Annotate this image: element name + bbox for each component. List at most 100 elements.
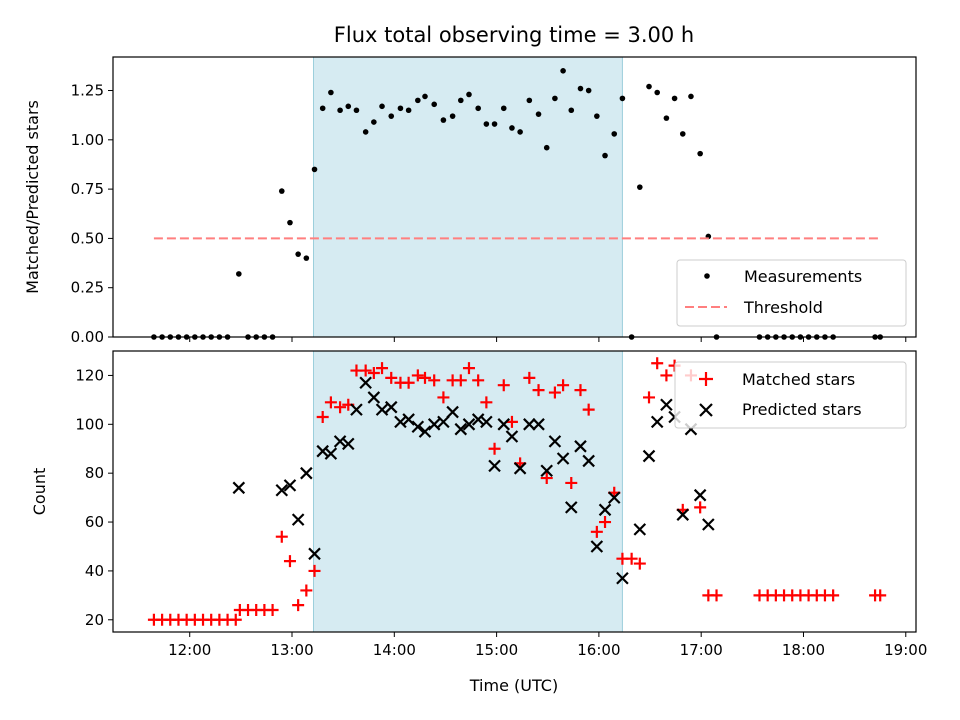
y-tick-label: 20 [85, 611, 104, 629]
measurements-point [671, 95, 678, 102]
predicted-stars-point [232, 481, 246, 495]
measurements-point [431, 101, 438, 108]
measurements-point [646, 83, 652, 90]
matched-stars-point [411, 369, 424, 382]
measurements-point [500, 105, 507, 112]
measurements-point [535, 111, 542, 117]
measurements-point [594, 113, 600, 119]
matched-stars-point [540, 472, 553, 485]
y-tick-label: 0.00 [71, 328, 104, 346]
matched-stars-point [651, 357, 664, 370]
matched-stars-point [582, 403, 595, 416]
count-panel: 20 40 60 80 100 120 12:00 13:00 14:00 15:00 16:00… [30, 350, 927, 695]
matched-stars-point [643, 391, 656, 404]
measurements-point [397, 105, 404, 112]
matched-stars-point [488, 442, 501, 455]
matched-stars-point [437, 391, 450, 404]
measurements-point [319, 105, 326, 112]
predicted-stars-point [564, 501, 578, 514]
predicted-stars-point [384, 400, 398, 414]
matched-stars-point [557, 379, 570, 392]
measurements-point [509, 125, 515, 131]
chart-title: Flux total observing time = 3.00 h [334, 23, 694, 47]
matched-stars-point [324, 396, 337, 409]
matched-stars-point [359, 364, 372, 377]
predicted-stars-point [497, 418, 511, 431]
predicted-stars-point [548, 435, 562, 448]
predicted-stars-point [676, 508, 690, 521]
predicted-stars-point [308, 547, 321, 561]
matched-stars-point [229, 613, 242, 626]
predicted-stars-point [275, 484, 289, 497]
matched-stars-legend-marker [699, 372, 713, 386]
count-y-ticks: 20 40 60 80 100 120 [75, 366, 113, 629]
measurements-point [517, 129, 523, 135]
x-tick-label: 14:00 [373, 641, 416, 659]
predicted-stars-point [616, 571, 629, 585]
matched-stars-point [599, 516, 612, 529]
measurements-point [337, 107, 343, 114]
measurements-point [475, 105, 481, 112]
predicted-stars-point [642, 449, 656, 463]
predicted-stars-point [316, 444, 329, 458]
predicted-stars-point [598, 503, 612, 517]
measurements-point [611, 131, 618, 137]
predicted-stars-point [480, 415, 493, 429]
predicted-stars-point [367, 391, 381, 404]
measurements-point [543, 144, 550, 151]
predicted-stars-point [660, 398, 673, 412]
predicted-stars-point [607, 491, 621, 504]
predicted-stars-point [532, 418, 545, 431]
measurements-point [422, 93, 428, 100]
ratio-y-ticks: 0.00 0.25 0.50 0.75 1.00 1.25 [71, 82, 113, 346]
measurements-point [278, 188, 285, 194]
matched-stars-point [367, 366, 380, 379]
measurements-point [362, 129, 369, 135]
matched-stars-point [710, 589, 723, 602]
observing-window-shade [312, 350, 623, 633]
predicted-stars-point [333, 435, 347, 448]
matched-stars-point [505, 415, 518, 428]
ratio-marks [151, 68, 883, 340]
matched-stars-legend-label: Matched stars [742, 370, 855, 389]
predicted-stars-point [556, 452, 570, 465]
measurements-point [457, 97, 464, 104]
matched-stars-point [694, 501, 707, 514]
predicted-stars-point [582, 454, 595, 468]
measurements-point [568, 107, 575, 114]
predicted-stars-point [411, 420, 425, 434]
measurements-point [526, 97, 533, 104]
predicted-stars-point [283, 479, 297, 492]
predicted-stars-point [427, 418, 441, 431]
predicted-stars-legend-marker [699, 403, 713, 417]
matched-stars-point [874, 589, 887, 602]
predicted-stars-point [454, 422, 468, 436]
predicted-stars-point [300, 466, 313, 480]
predicted-stars-point [505, 430, 519, 443]
matched-stars-point [454, 374, 467, 387]
measurements-point [637, 184, 643, 190]
matched-stars-point [266, 604, 279, 617]
ratio-legend: Measurements Threshold [676, 259, 907, 327]
y-tick-label: 0.75 [71, 180, 104, 198]
measurements-point [388, 113, 395, 119]
predicted-stars-point [402, 413, 415, 426]
measurements-point [602, 152, 608, 159]
count-y-axis-label: Count [30, 468, 49, 516]
predicted-stars-point [291, 513, 305, 526]
ratio-panel: 0.00 0.25 0.50 0.75 1.00 1.25 Matched/Predict… [23, 56, 917, 346]
y-tick-label: 100 [75, 415, 104, 433]
ratio-panel-frame [112, 56, 917, 338]
measurements-point [311, 166, 318, 173]
matched-stars-point [300, 584, 313, 597]
measurements-point [577, 85, 584, 92]
measurements-point [449, 113, 456, 119]
predicted-stars-point [590, 540, 604, 553]
matched-stars-point [472, 374, 485, 387]
measurements-point [619, 95, 626, 102]
measurements-legend-marker [704, 273, 710, 279]
predicted-stars-point [650, 415, 664, 429]
threshold-legend-label: Threshold [743, 298, 823, 317]
measurements-point [353, 107, 360, 114]
predicted-stars-point [446, 405, 459, 419]
